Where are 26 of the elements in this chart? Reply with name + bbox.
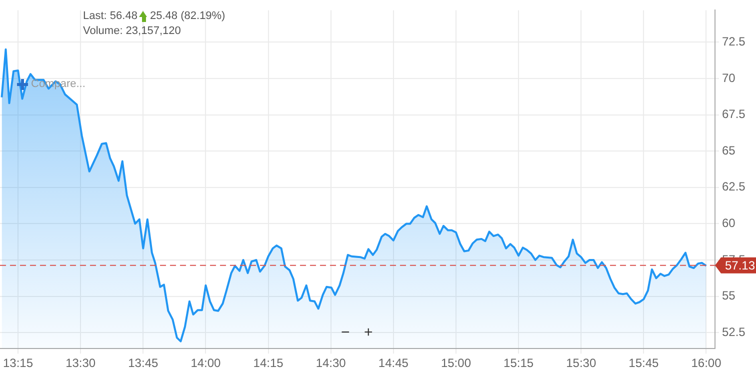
- x-tick-label: 16:00: [691, 356, 722, 370]
- x-tick-label: 14:00: [190, 356, 222, 370]
- x-tick-label: 13:15: [3, 356, 34, 370]
- x-tick-label: 15:15: [504, 356, 534, 370]
- y-tick-label: 72.5: [722, 34, 746, 48]
- x-tick-label: 14:45: [378, 356, 409, 370]
- x-tick-label: 15:30: [566, 356, 596, 370]
- ref-line-label: 57.13: [725, 258, 756, 273]
- y-tick-label: 60: [722, 216, 736, 230]
- y-tick-label: 55: [722, 288, 736, 303]
- x-tick-label: 13:45: [128, 356, 158, 370]
- y-tick-label: 65: [722, 143, 736, 158]
- x-tick-label: 15:00: [440, 356, 472, 370]
- y-tick-label: 62.5: [722, 180, 746, 194]
- y-tick-label: 67.5: [722, 107, 746, 122]
- annotation: Last: 56.48: [83, 10, 138, 22]
- x-tick-label: 14:30: [316, 356, 346, 370]
- y-tick-label: 52.5: [722, 324, 746, 339]
- annotation: Volume: 23,157,120: [83, 25, 181, 37]
- annotation: 25.48 (82.19%): [150, 10, 226, 22]
- x-tick-label: 14:15: [253, 356, 284, 370]
- x-tick-label: 13:30: [66, 356, 96, 370]
- annotation: +: [364, 324, 373, 341]
- x-tick-label: 15:45: [628, 356, 660, 370]
- y-tick-label: 70: [722, 70, 736, 85]
- annotation: −: [341, 324, 350, 341]
